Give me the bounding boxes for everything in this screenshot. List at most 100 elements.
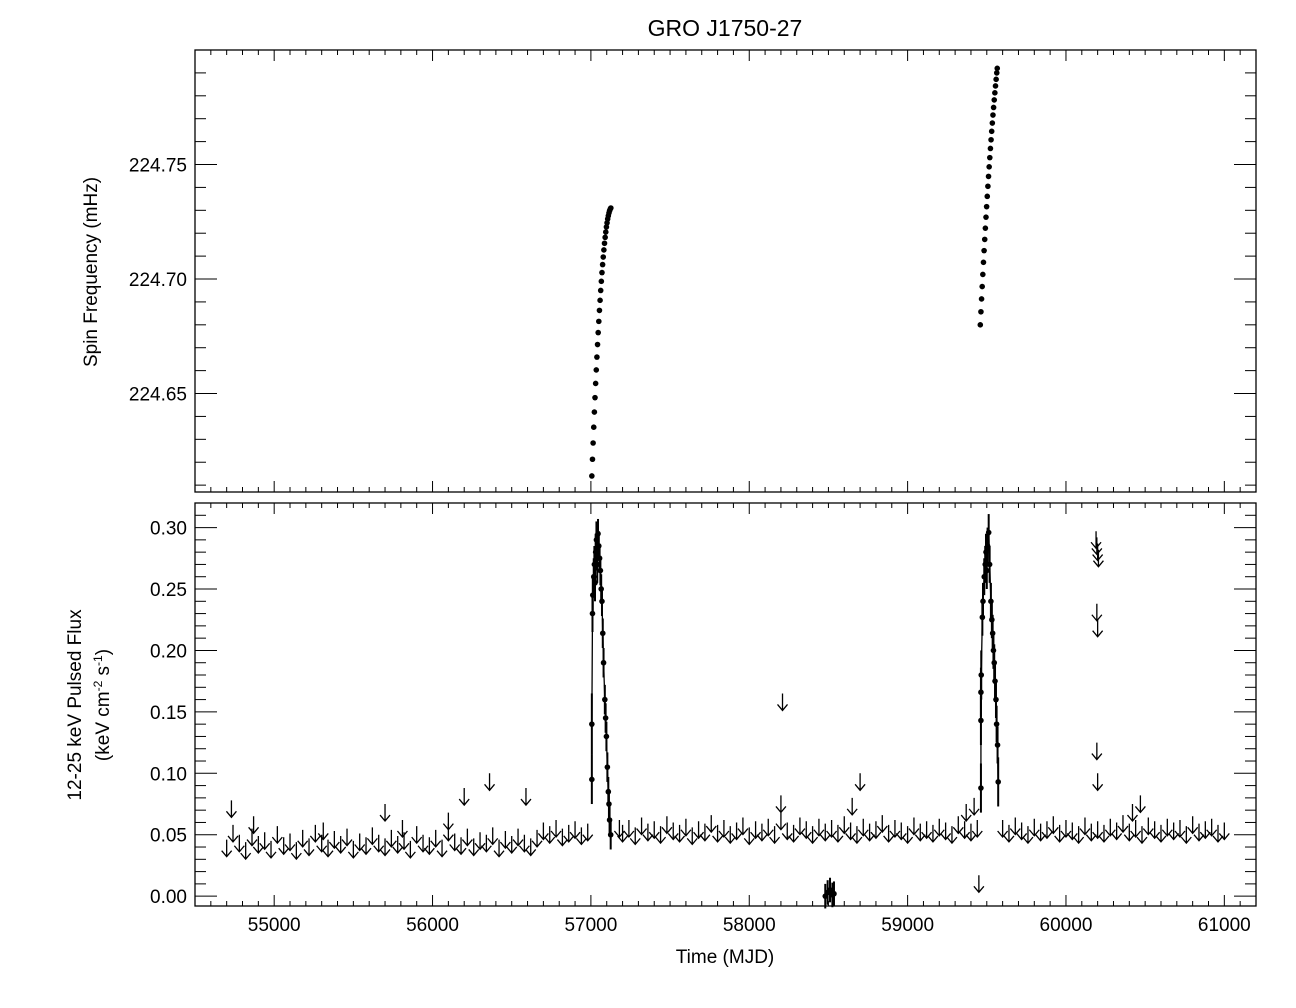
upper-limit-arrow: [373, 834, 385, 853]
data-point: [599, 630, 606, 637]
data-point: [602, 696, 608, 703]
upper-limit-arrow: [965, 823, 977, 842]
data-point: [602, 234, 608, 241]
data-point: [990, 112, 996, 118]
data-point: [597, 287, 604, 294]
data-point: [593, 367, 600, 373]
data-point: [994, 742, 1001, 748]
upper-limit-arrow: [775, 812, 787, 831]
data-point: [601, 240, 608, 247]
upper-limit-arrow: [933, 818, 945, 837]
bottom-y-axis-units: (keV cm-2 s-1): [91, 649, 114, 761]
data-point: [594, 354, 600, 360]
upper-limit-arrow: [1009, 817, 1021, 836]
upper-limit-arrow: [1212, 824, 1224, 843]
chart-title: GRO J1750-27: [648, 15, 803, 41]
upper-limit-arrow: [807, 826, 819, 845]
upper-limit-arrow: [1193, 823, 1205, 842]
plot-frame: [194, 502, 1257, 907]
upper-limit-arrow: [1136, 826, 1148, 845]
data-point: [985, 173, 992, 180]
data-point: [991, 97, 998, 103]
upper-limit-arrow: [1028, 818, 1040, 837]
upper-limit-arrow: [271, 826, 283, 845]
upper-limit-arrow: [1091, 742, 1103, 761]
bottom-y-axis-label: 12-25 keV Pulsed Flux: [65, 609, 86, 801]
upper-limit-arrow: [484, 773, 496, 792]
upper-limit-arrow: [430, 829, 442, 848]
upper-limit-arrow: [756, 823, 768, 842]
upper-limit-arrow: [705, 815, 717, 834]
upper-limit-arrow: [506, 835, 518, 854]
upper-limit-arrow: [458, 788, 470, 807]
data-point: [599, 598, 605, 605]
data-point: [977, 322, 984, 328]
data-point: [995, 779, 1001, 785]
data-point: [979, 283, 985, 290]
upper-limit-arrow: [240, 842, 252, 861]
upper-limit-arrow: [225, 800, 237, 819]
upper-limit-arrow: [518, 834, 530, 853]
upper-limit-arrow: [693, 821, 705, 840]
data-point: [599, 261, 606, 268]
units-mid: s: [93, 666, 114, 681]
upper-limit-arrow: [233, 834, 245, 853]
upper-limit-arrow: [680, 818, 692, 837]
upper-limit-arrow: [1134, 795, 1146, 814]
data-point: [590, 424, 597, 430]
data-point: [599, 269, 605, 276]
upper-limit-arrow: [1142, 817, 1154, 836]
upper-limit-arrow: [1092, 619, 1104, 638]
units-base: (keV cm: [93, 691, 114, 761]
upper-limit-arrow: [499, 831, 511, 850]
data-point: [589, 456, 596, 463]
units-end: ): [93, 649, 114, 655]
data-point: [597, 297, 603, 304]
y-tick-label: 0.20: [150, 641, 187, 662]
upper-limit-arrow: [1066, 822, 1078, 841]
upper-limit-arrow: [480, 834, 492, 853]
y-tick-label: 0.25: [150, 580, 187, 601]
upper-limit-arrow: [1098, 824, 1110, 843]
upper-limit-arrow: [322, 839, 334, 858]
data-point: [982, 225, 989, 231]
y-tick-label: 0.15: [150, 703, 187, 724]
upper-limit-arrow: [832, 824, 844, 843]
upper-limit-arrow: [1041, 821, 1053, 840]
upper-limit-arrow: [455, 837, 467, 856]
upper-limit-arrow: [826, 819, 838, 839]
x-tick-label: 55000: [248, 915, 301, 936]
data-point: [978, 785, 984, 791]
upper-limit-arrow: [544, 826, 556, 845]
data-point: [983, 203, 990, 210]
upper-limit-arrow: [354, 833, 366, 852]
upper-limit-arrow: [1073, 826, 1085, 845]
data-point: [989, 120, 996, 126]
data-point: [589, 473, 595, 479]
data-point: [608, 205, 614, 211]
upper-limit-arrow: [1054, 824, 1066, 843]
upper-limit-arrow: [914, 823, 926, 842]
upper-limit-arrow: [411, 826, 423, 845]
upper-limit-arrow: [762, 818, 774, 837]
upper-limit-arrow: [731, 822, 743, 841]
upper-limit-arrow: [493, 839, 505, 858]
upper-limit-arrow: [940, 822, 952, 841]
data-point: [993, 721, 1000, 727]
upper-limit-arrow: [278, 837, 290, 856]
data-point: [992, 83, 999, 89]
data-point: [988, 136, 994, 143]
upper-limit-arrow: [838, 816, 850, 835]
upper-limit-arrow: [1091, 537, 1103, 556]
data-point: [987, 145, 994, 152]
upper-limit-arrow: [1104, 818, 1116, 837]
upper-limit-arrow: [290, 842, 302, 861]
upper-limit-arrow: [297, 829, 309, 848]
upper-limit-arrow: [556, 828, 568, 847]
data-point: [993, 696, 999, 703]
upper-limit-arrow: [794, 817, 806, 836]
y-tick-label: 224.75: [129, 156, 187, 177]
upper-limit-arrow: [737, 817, 749, 836]
upper-limit-arrow: [921, 821, 933, 840]
